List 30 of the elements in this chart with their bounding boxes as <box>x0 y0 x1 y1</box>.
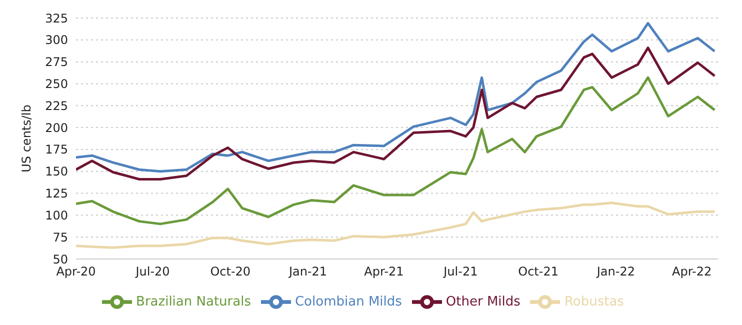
y-tick-label: 175 <box>45 142 68 157</box>
legend-label: Other Milds <box>446 294 520 310</box>
y-tick-label: 275 <box>45 55 68 70</box>
x-tick-label: Oct-21 <box>518 264 558 279</box>
y-tick-label: 200 <box>45 120 68 135</box>
line-series <box>76 202 716 249</box>
y-tick-label: 300 <box>45 33 68 48</box>
legend-label: Robustas <box>564 294 624 310</box>
y-tick-label: 325 <box>45 11 68 26</box>
x-tick-label: Jan-22 <box>596 264 635 279</box>
y-tick-label: 250 <box>45 76 68 91</box>
x-tick-label: Apr-20 <box>56 264 96 279</box>
legend-label: Colombian Milds <box>294 294 402 310</box>
x-tick-label: Apr-21 <box>364 264 404 279</box>
y-tick-label: 225 <box>45 98 68 113</box>
x-tick-label: Oct-20 <box>210 264 251 279</box>
y-tick-label: 50 <box>52 252 68 266</box>
line-series <box>76 46 716 180</box>
x-tick-label: Jul-20 <box>134 264 170 279</box>
y-tick-label: 150 <box>45 164 68 179</box>
y-tick-label: 100 <box>45 208 68 222</box>
y-tick-label: 75 <box>52 230 68 244</box>
x-tick-label: Jan-21 <box>288 264 328 279</box>
line-series <box>76 76 716 226</box>
y-tick-label: 125 <box>45 186 68 201</box>
line-series <box>76 22 716 173</box>
x-tick-label: Apr-22 <box>672 264 712 279</box>
y-axis-title: US cents/lb <box>19 104 34 172</box>
legend-label: Brazilian Naturals <box>136 294 251 310</box>
x-tick-label: Jul-21 <box>442 264 478 279</box>
